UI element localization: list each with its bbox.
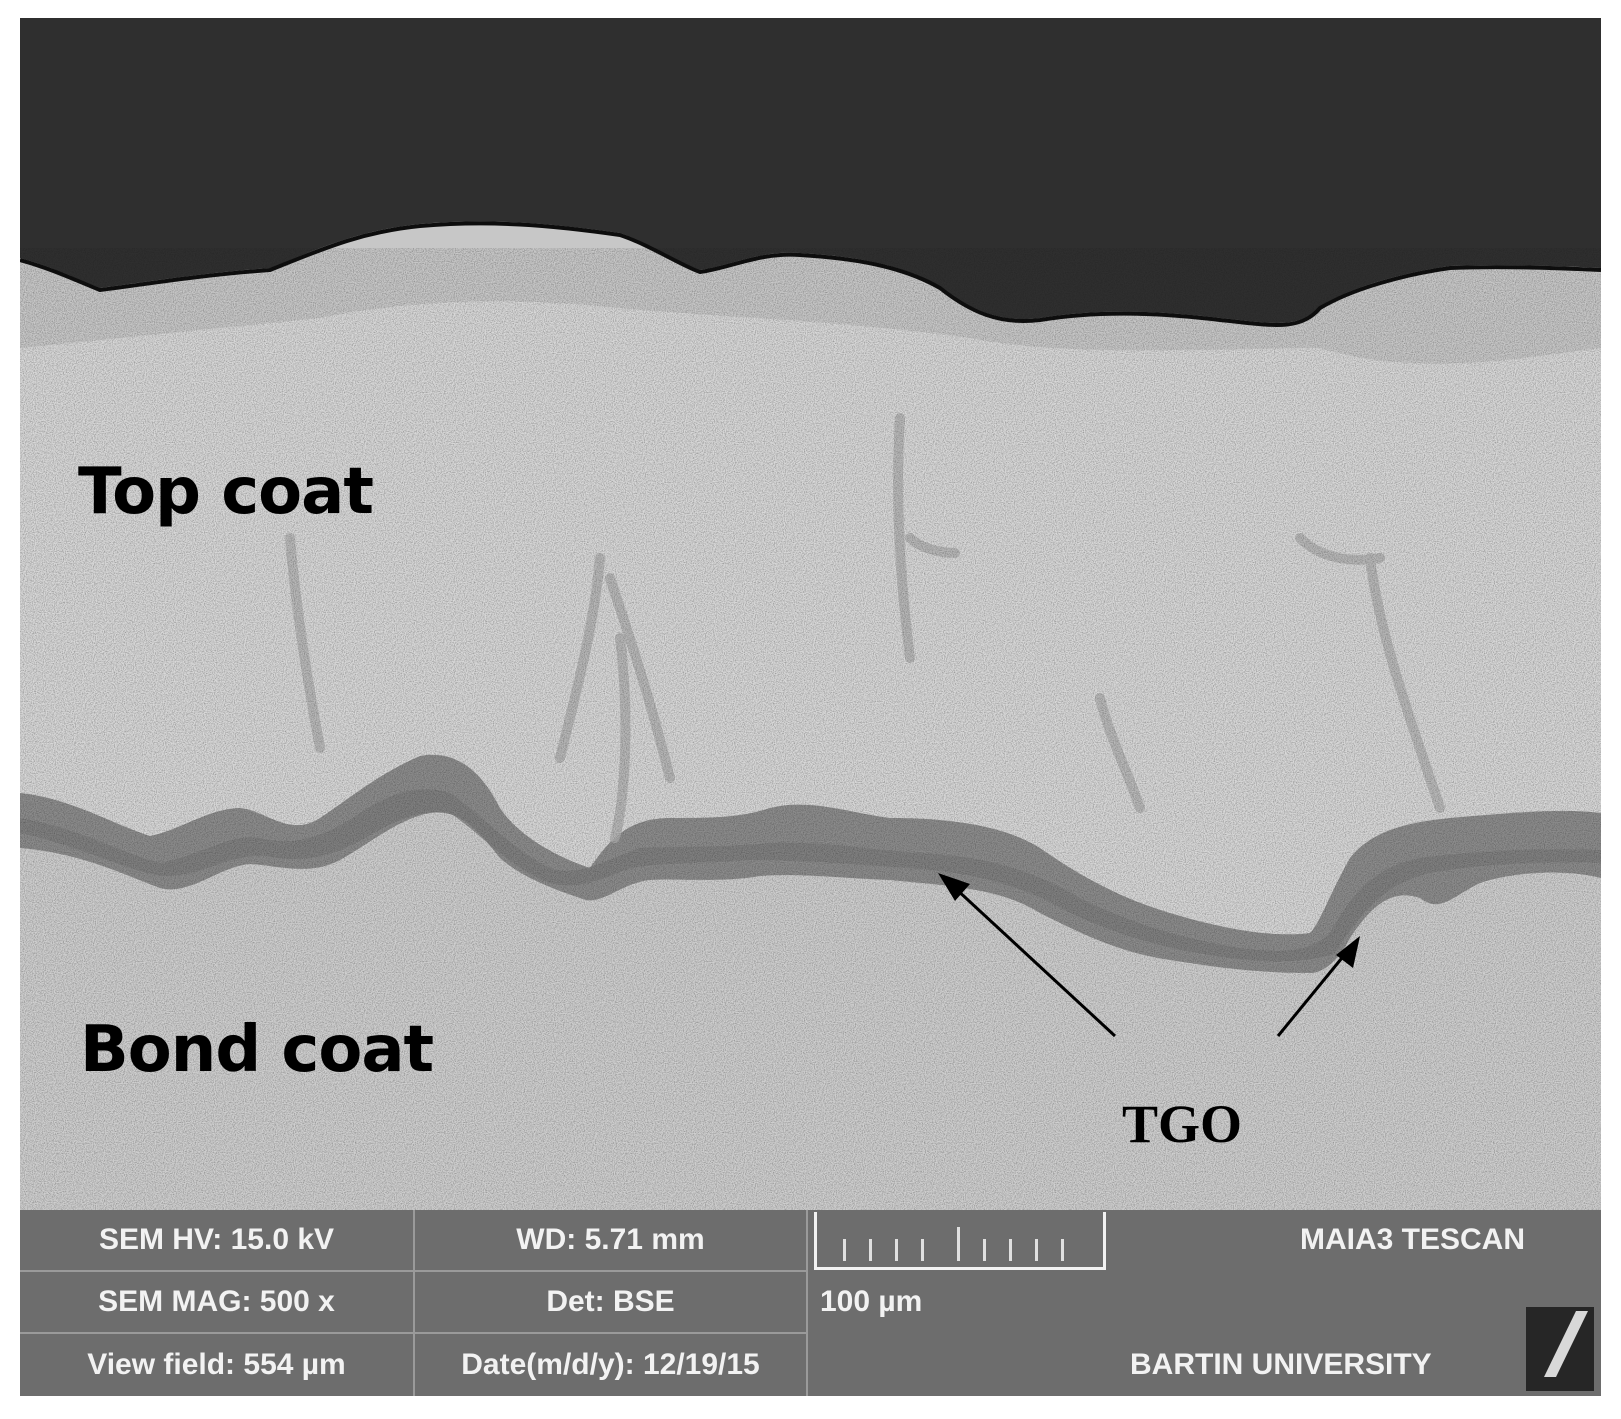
scale-tick [843,1239,846,1261]
scale-tick [1035,1239,1038,1261]
tgo-arrows [938,873,1360,1038]
microstructure-texture [20,248,1601,1210]
tgo-label: TGO [1122,1094,1243,1154]
scale-tick [1061,1239,1064,1261]
scale-tick [895,1239,898,1261]
scale-tick [983,1239,986,1261]
working-distance-readout: WD: 5.71 mm [516,1223,705,1256]
instrument-name: MAIA3 TESCAN [1300,1223,1526,1256]
hv-readout: SEM HV: 15.0 kV [98,1223,335,1256]
scale-bar-label: 100 µm [820,1285,923,1318]
scale-bar [814,1212,1106,1270]
sem-micrograph-figure: Top coat Bond coat TGO SEM HV: 15.0 kV S… [20,18,1601,1396]
info-divider [413,1210,415,1396]
institution-name: BARTIN UNIVERSITY [1130,1348,1432,1381]
detector-readout: Det: BSE [546,1285,675,1318]
scale-tick [869,1239,872,1261]
tescan-logo-icon [1526,1307,1594,1391]
scale-tick [1009,1239,1012,1261]
info-divider [806,1210,808,1396]
sem-cross-section-image [20,18,1601,1210]
mounting-resin-background [20,18,1601,323]
view-field-readout: View field: 554 µm [87,1348,346,1381]
scale-tick [921,1239,924,1261]
sem-info-bar: SEM HV: 15.0 kV SEM MAG: 500 x View fiel… [20,1210,1601,1396]
top-coat-label: Top coat [78,455,374,529]
bond-coat-label: Bond coat [80,1013,434,1087]
magnification-readout: SEM MAG: 500 x [98,1285,335,1318]
scale-tick [957,1227,960,1261]
date-readout: Date(m/d/y): 12/19/15 [461,1348,760,1381]
